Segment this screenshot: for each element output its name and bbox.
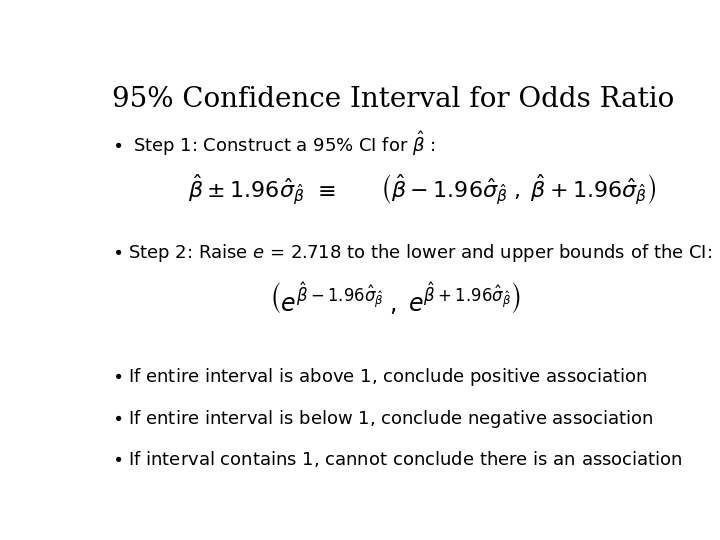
Text: $\left(\hat{\beta}-1.96\hat{\sigma}_{\hat{\beta}}\;,\;\hat{\beta}+1.96\hat{\sigm: $\left(\hat{\beta}-1.96\hat{\sigma}_{\ha…: [380, 172, 657, 207]
Text: 95% Confidence Interval for Odds Ratio: 95% Confidence Interval for Odds Ratio: [112, 85, 675, 113]
Text: $\hat{\beta}\pm 1.96\hat{\sigma}_{\hat{\beta}}$: $\hat{\beta}\pm 1.96\hat{\sigma}_{\hat{\…: [188, 172, 305, 207]
Text: $\bullet\;\text{If entire interval is above 1, conclude positive association}$: $\bullet\;\text{If entire interval is ab…: [112, 366, 648, 388]
Text: $\left(e^{\hat{\beta}-1.96\hat{\sigma}_{\hat{\beta}}}\;,\;e^{\hat{\beta}+1.96\ha: $\left(e^{\hat{\beta}-1.96\hat{\sigma}_{…: [269, 281, 521, 319]
Text: $\bullet\;\text{If interval contains 1, cannot conclude there is an association}: $\bullet\;\text{If interval contains 1, …: [112, 449, 683, 469]
Text: $\equiv$: $\equiv$: [313, 179, 336, 200]
Text: $\bullet\;\;\text{Step 1: Construct a 95\% CI for }\hat{\beta}\text{ :}$: $\bullet\;\;\text{Step 1: Construct a 95…: [112, 129, 436, 158]
Text: $\bullet\;\text{Step 2: Raise }e\text{ = 2.718 to the lower and upper bounds of : $\bullet\;\text{Step 2: Raise }e\text{ =…: [112, 241, 713, 264]
Text: $\bullet\;\text{If entire interval is below 1, conclude negative association}$: $\bullet\;\text{If entire interval is be…: [112, 408, 654, 430]
